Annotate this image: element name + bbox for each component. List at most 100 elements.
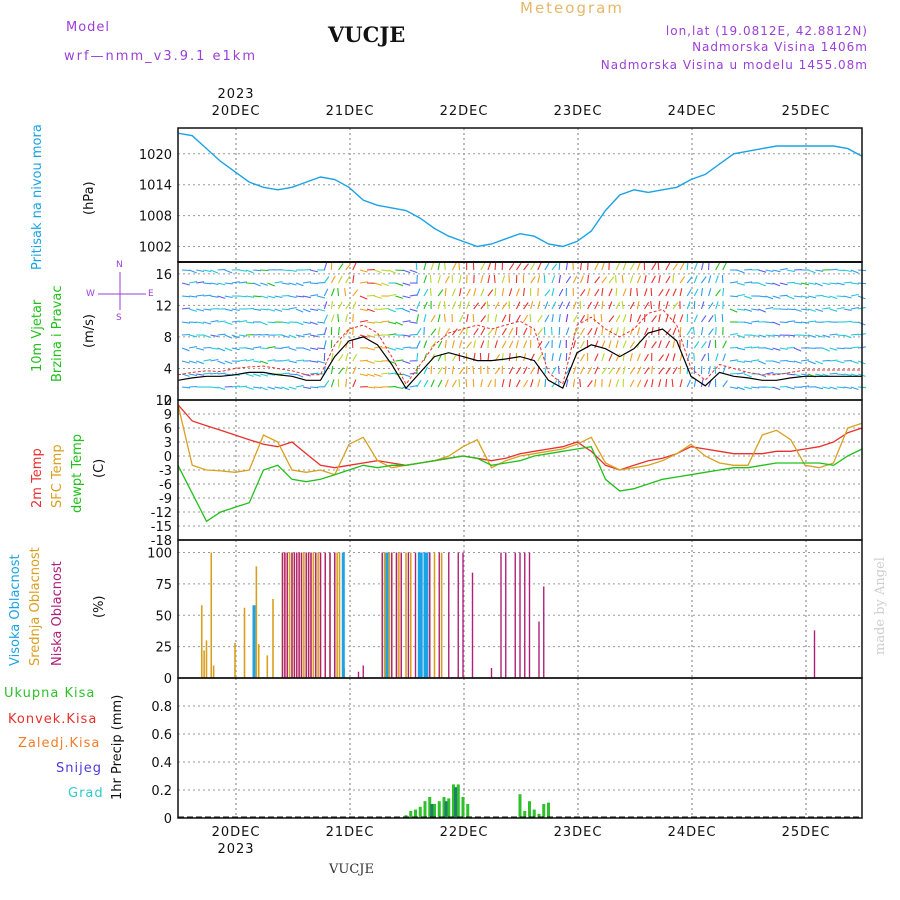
wind-barb [658, 301, 661, 310]
wind-barb [337, 326, 340, 336]
wind-barb [572, 340, 576, 349]
wind-barb [416, 288, 421, 297]
wind-barb [515, 288, 520, 297]
wind-barb [359, 319, 368, 323]
wind-barb [423, 314, 427, 323]
total-precip-bar [461, 797, 465, 818]
wind-barb [765, 282, 774, 285]
wind-barb [565, 314, 569, 323]
wind-barb [224, 334, 233, 339]
wind-barb [359, 334, 368, 338]
wind-barb [217, 333, 226, 336]
wind-barb [181, 307, 190, 310]
wind-barb [729, 372, 738, 375]
temp2m-axis-title: 2m Temp [30, 448, 45, 508]
precip-tick-label: 0.8 [151, 700, 172, 715]
pressure-tick-label: 1002 [139, 241, 172, 256]
wind-barb [217, 295, 226, 299]
wind-barb [622, 327, 626, 336]
wind-barb [808, 282, 817, 285]
wind-barb [508, 327, 514, 336]
low-cloud-axis-title: Niska Oblacnost [50, 561, 65, 666]
total-precip-bar [537, 813, 541, 818]
wind-barb [565, 262, 569, 271]
wind-barb [658, 313, 661, 323]
wind-barb [743, 373, 752, 378]
wind-barb [395, 373, 404, 376]
wind-barb [651, 365, 653, 375]
wind-barb [344, 288, 347, 297]
wind-barb [302, 347, 311, 352]
wind-barb [224, 269, 233, 274]
wind-barb [317, 308, 326, 312]
wind-barb [587, 301, 592, 310]
wind-barb [836, 386, 845, 389]
wind-barb [267, 282, 276, 287]
wind-barb [451, 262, 457, 271]
wind-barb [815, 386, 824, 390]
wind-barb [458, 261, 461, 271]
wind-barb [686, 288, 692, 297]
wind-barb [231, 385, 240, 388]
wind-barb [829, 359, 838, 362]
wind-barb [629, 262, 635, 271]
wind-barb [395, 386, 404, 390]
wind-barb [203, 359, 212, 362]
wind-barb [537, 379, 541, 388]
dewpt-axis-title: dewpt Temp [70, 433, 85, 513]
wind-barb [373, 373, 382, 378]
wind-barb [622, 314, 627, 323]
wind-barb [558, 326, 561, 336]
wind-barb [836, 334, 845, 337]
wind-barb [473, 340, 476, 349]
wind-barb [843, 373, 852, 376]
wind-barb [196, 308, 205, 312]
wind-barb [850, 282, 859, 285]
wind-barb [658, 354, 665, 362]
wind-barb [636, 275, 642, 284]
wind-barb [758, 360, 767, 365]
wind-barb [815, 308, 824, 313]
wind-barb [779, 282, 788, 286]
wind-barb [515, 366, 522, 375]
wind-barb [836, 295, 845, 298]
wind-barb [765, 386, 774, 389]
wind-barb [345, 366, 348, 375]
wind-barb [338, 340, 342, 349]
wind-tick-label: 16 [155, 268, 172, 283]
wind-barb [224, 347, 233, 352]
wind-barb [523, 353, 527, 362]
wind-barb [366, 386, 376, 389]
wind-barb [679, 326, 682, 336]
wind-barb [395, 295, 404, 299]
wind-barb [751, 308, 760, 311]
wind-barb [345, 353, 349, 362]
wind-barb [850, 373, 859, 377]
wind-barb [444, 287, 447, 297]
wind-barb [210, 347, 219, 350]
wind-barb [580, 353, 585, 362]
wind-barb [409, 294, 418, 297]
wind-barb [429, 287, 432, 297]
total-precip-bar [466, 804, 470, 818]
wind-barb [608, 367, 615, 375]
wind-barb [793, 308, 802, 312]
temp-tick-label: 12 [155, 394, 172, 409]
wind-barb [210, 269, 219, 274]
wind-barb [338, 354, 344, 362]
wind-barb [729, 346, 738, 349]
wind-barb [587, 380, 593, 388]
wind-barb [260, 282, 269, 286]
wind-barb [288, 295, 297, 299]
wind-barb [636, 366, 642, 375]
wind-barb [210, 295, 219, 298]
wind-barb [793, 360, 802, 364]
wind-barb [608, 340, 612, 349]
wind-barb-field [181, 261, 867, 391]
wind-barb [359, 373, 368, 377]
wind-barb [793, 347, 802, 352]
cloud-unit-label: (%) [92, 595, 107, 619]
cloud-tick-label: 25 [155, 641, 172, 656]
wind-barb [466, 341, 472, 349]
wind-barb [323, 340, 327, 349]
